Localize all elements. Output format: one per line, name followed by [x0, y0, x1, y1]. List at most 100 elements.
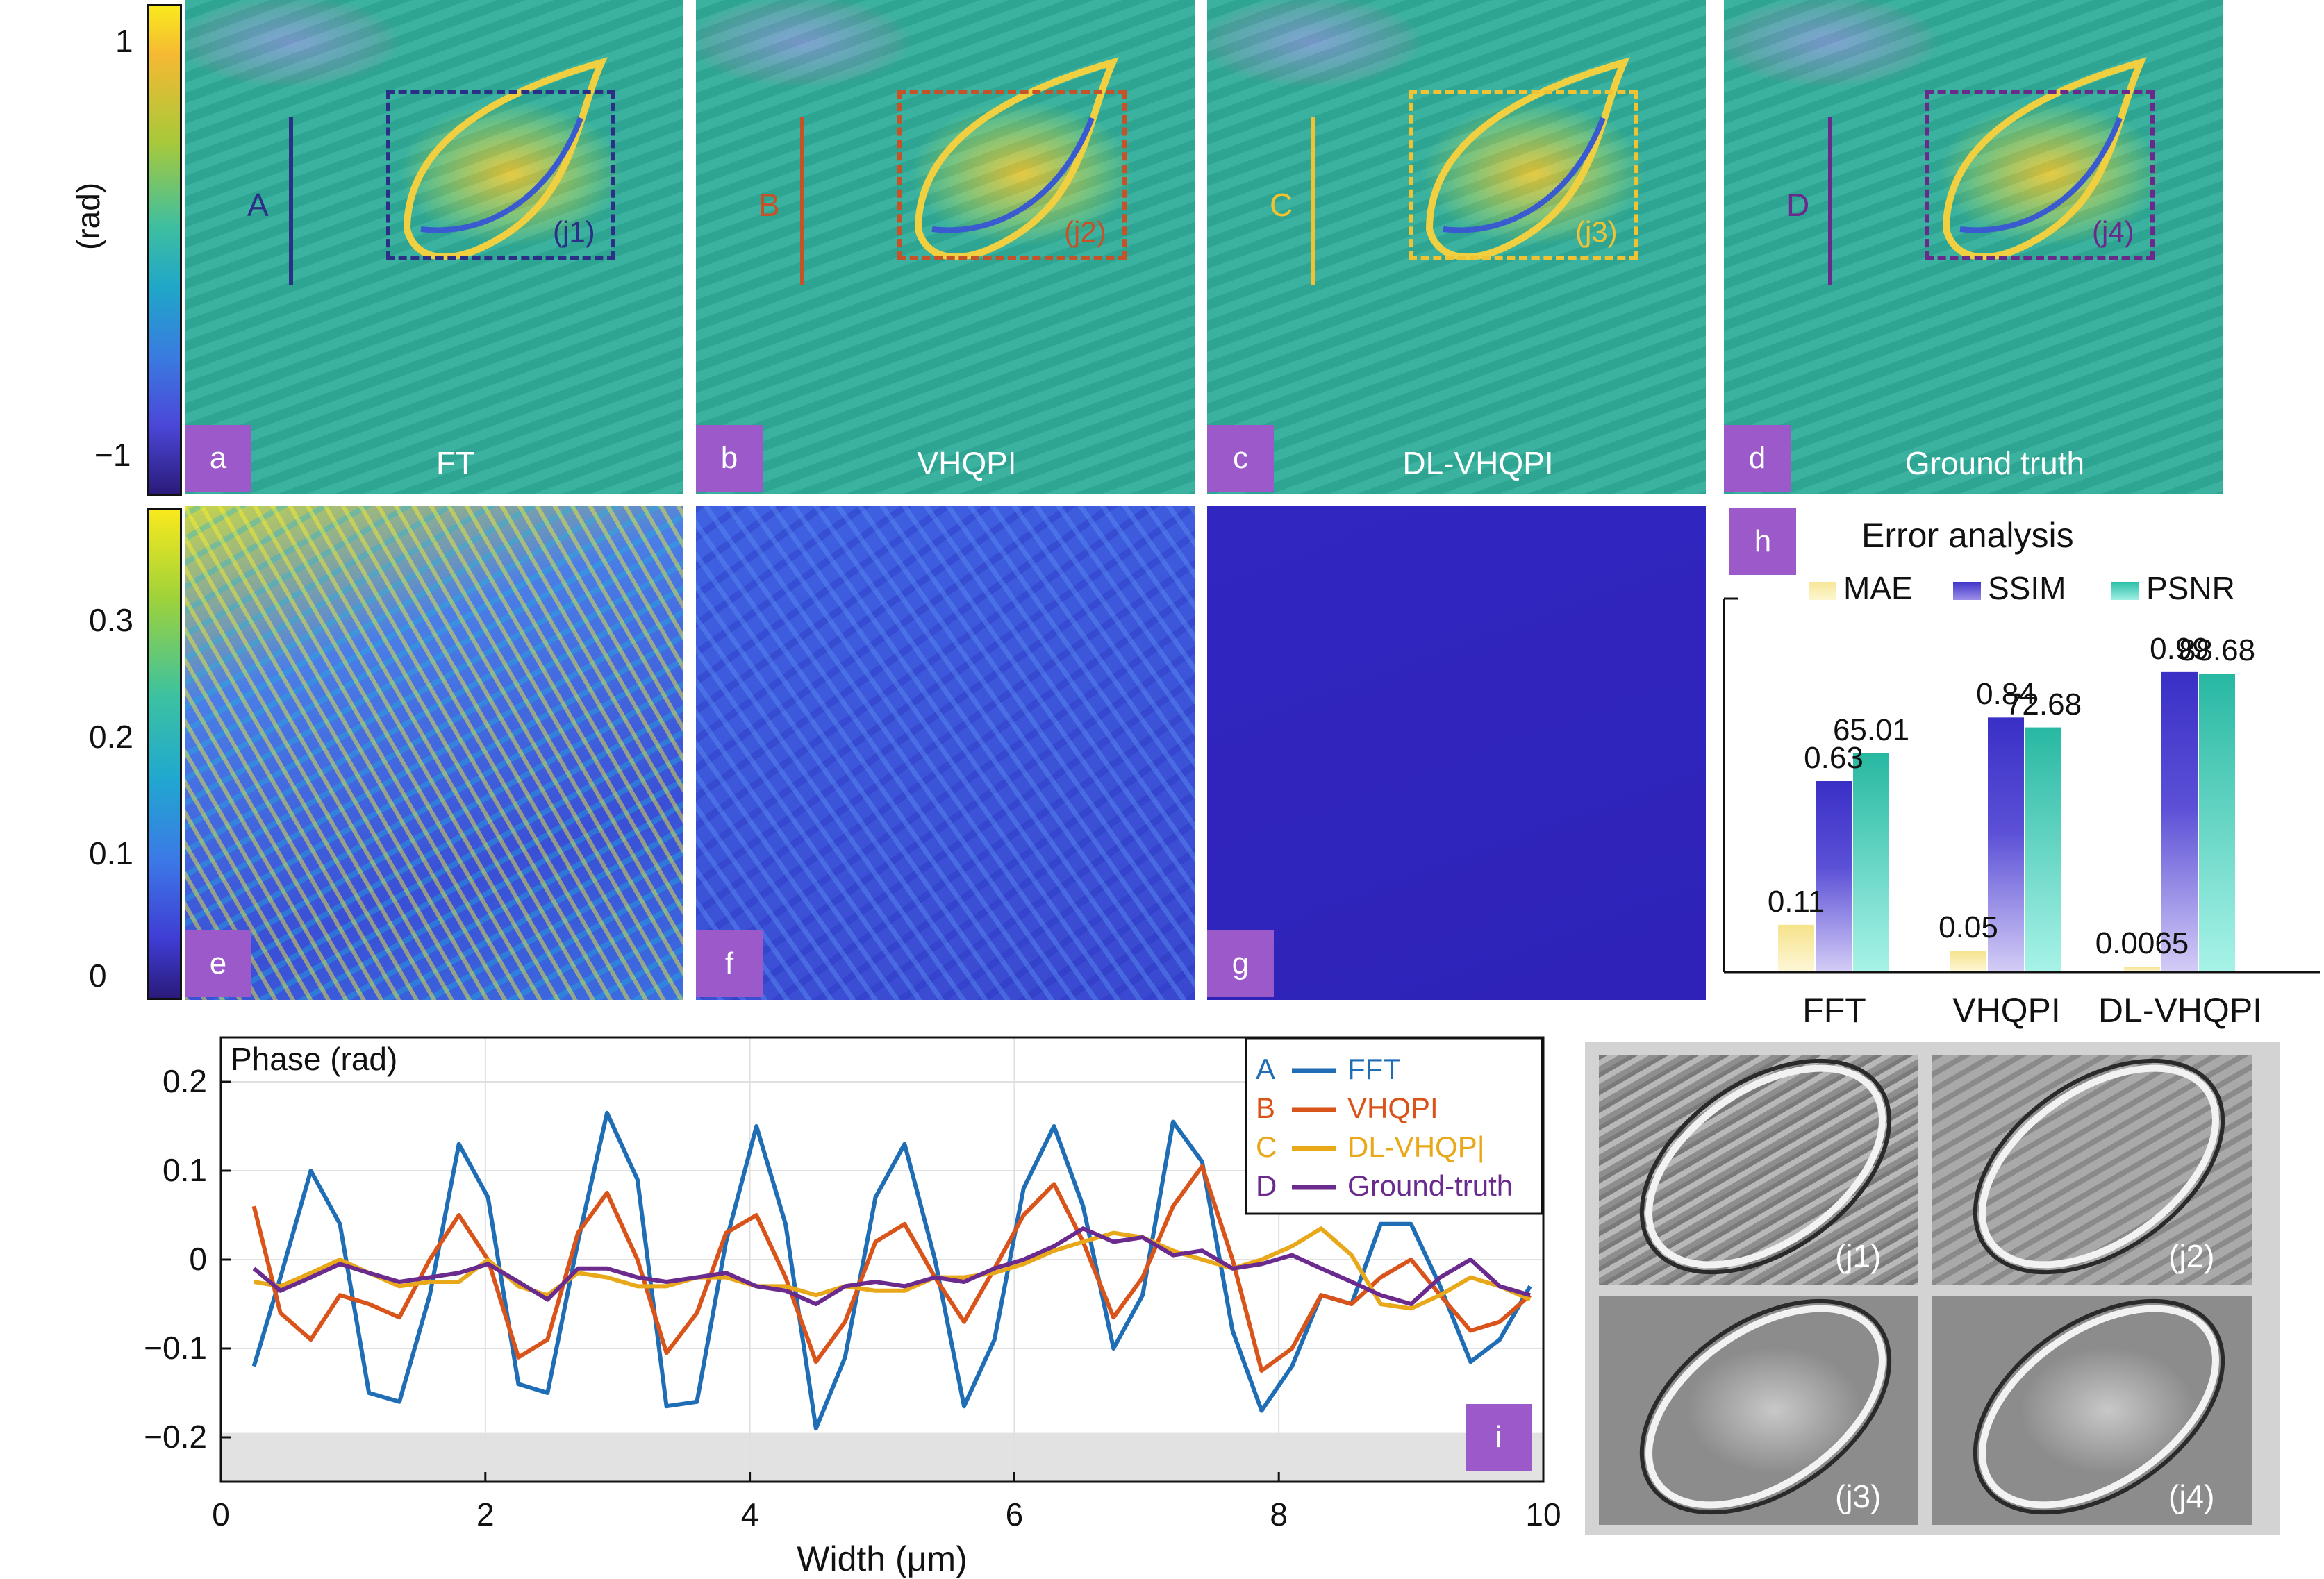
- bar-value-label: 72.68: [2005, 687, 2082, 721]
- legend-label-psnr: PSNR: [2146, 570, 2235, 606]
- x-axis-label: Width (μm): [797, 1539, 968, 1578]
- bar-value-label: 0.84: [1976, 677, 2036, 712]
- roi-box-label: (j2): [1064, 215, 1106, 248]
- profile-line-label: D: [1786, 187, 1810, 223]
- phase-map-d: D (j4) d Ground truth: [1724, 0, 2223, 494]
- inset-specimen-outline: [1639, 1058, 1892, 1275]
- legend-label-ssim: SSIM: [1988, 570, 2066, 606]
- bar-psnr-vhqpi: [2025, 727, 2061, 972]
- roi-box-label: (j1): [553, 215, 595, 248]
- roi-box: [386, 90, 615, 260]
- legend-swatch-mae: [1809, 582, 1836, 600]
- inset-label: (j2): [2168, 1238, 2215, 1274]
- series-line-vhqpi: [251, 1164, 1532, 1373]
- inset-image: (j1): [1599, 1055, 1918, 1285]
- inset-label: (j4): [2168, 1478, 2215, 1514]
- phase-map-a: A (j1) a FT: [185, 0, 683, 494]
- panel-badge-i: i: [1466, 1404, 1532, 1471]
- panel-badge-e: e: [185, 930, 251, 997]
- roi-box: [1925, 90, 2155, 260]
- bar-psnr-dl-vhqpi: [2199, 674, 2235, 972]
- panel-badge-d: d: [1724, 425, 1791, 492]
- error-chart-legend: MAE SSIM PSNR: [1809, 569, 2309, 611]
- legend-letter-A: A: [1256, 1053, 1276, 1085]
- bar-value-label: 0.11: [1767, 884, 1825, 919]
- y-tick-label: −0.1: [144, 1330, 207, 1366]
- error-chart-title: Error analysis: [1861, 516, 2074, 555]
- legend-letter-B: B: [1256, 1092, 1276, 1124]
- x-tick-label: 6: [1005, 1496, 1024, 1532]
- bar-value-label: 0.0065: [2095, 926, 2189, 960]
- shaded-band: [221, 1432, 1543, 1482]
- roi-box: [897, 90, 1127, 260]
- roi-box-label: (j3): [1575, 215, 1618, 248]
- x-tick-label: 4: [740, 1496, 759, 1532]
- phase-map-b: B (j2) b VHQPI: [696, 0, 1195, 494]
- profile-line-label: B: [758, 187, 780, 223]
- bottom-colorbar: [147, 508, 182, 1000]
- bar-psnr-fft: [1853, 753, 1889, 972]
- bar-mae-dl-vhqpi: [2124, 967, 2160, 972]
- series-line-ground-truth: [252, 1226, 1531, 1306]
- legend-swatch-ssim: [1953, 582, 1981, 600]
- bar-value-label: 0.99: [2150, 631, 2209, 666]
- panel-badge-b: b: [696, 425, 763, 492]
- top-colorbar-tick-minus1: −1: [94, 437, 131, 473]
- roi-box: [1409, 90, 1638, 260]
- panel-caption: DL-VHQPI: [1402, 445, 1554, 481]
- bar-ssim-dl-vhqpi: [2161, 671, 2198, 972]
- error-bar-chart: [1723, 597, 2320, 974]
- profile-line-A: [289, 117, 293, 285]
- bar-ssim-fft: [1816, 781, 1852, 972]
- y-tick-label: 0.1: [163, 1152, 207, 1188]
- y-tick-label: 0.2: [163, 1063, 207, 1099]
- inset-specimen-outline: [1973, 1058, 2225, 1275]
- category-label: VHQPI: [1952, 991, 2061, 1030]
- series-line-dl-vhqpi: [254, 1226, 1532, 1311]
- error-map-f: f: [696, 506, 1195, 1000]
- top-colorbar: [147, 4, 182, 496]
- bottom-colorbar-tick-0.3: 0.3: [89, 602, 133, 638]
- roi-box-label: (j4): [2092, 215, 2134, 248]
- panel-badge-f: f: [696, 930, 763, 997]
- x-tick-label: 0: [212, 1496, 230, 1532]
- bar-value-label: 0.63: [1804, 741, 1864, 775]
- panel-badge-c: c: [1207, 425, 1274, 492]
- bar-mae-vhqpi: [1950, 951, 1986, 972]
- x-tick-label: 8: [1270, 1496, 1288, 1532]
- bottom-colorbar-tick-0: 0: [89, 958, 107, 994]
- category-label: DL-VHQPI: [2098, 991, 2263, 1030]
- legend-label-mae: MAE: [1843, 570, 1913, 606]
- panel-caption: Ground truth: [1904, 445, 2085, 481]
- profile-line-D: [1828, 117, 1832, 285]
- error-map-g: g: [1207, 506, 1706, 1000]
- inset-specimen-outline: [1973, 1298, 2225, 1515]
- line-chart-inner-title: Phase (rad): [231, 1041, 398, 1077]
- line-legend-box: [1245, 1037, 1543, 1215]
- profile-line-label: C: [1270, 187, 1293, 223]
- legend-swatch-psnr: [2111, 582, 2139, 600]
- phase-line-chart: [219, 1036, 1545, 1483]
- bottom-colorbar-tick-0.1: 0.1: [89, 835, 133, 871]
- error-map-e: e: [185, 506, 683, 1000]
- y-tick-label: −0.2: [144, 1419, 207, 1455]
- inset-image: (j4): [1932, 1296, 2252, 1525]
- bottom-colorbar-tick-0.2: 0.2: [89, 719, 133, 755]
- legend-name-D: Ground-truth: [1347, 1169, 1513, 1202]
- panel-badge-h: h: [1729, 508, 1796, 575]
- profile-line-C: [1311, 117, 1315, 285]
- inset-image: (j3): [1599, 1296, 1918, 1525]
- inset-specimen-outline: [1639, 1298, 1892, 1515]
- phase-map-c: C (j3) c DL-VHQPI: [1207, 0, 1706, 494]
- legend-name-B: VHQPI: [1347, 1092, 1438, 1124]
- profile-line-label: A: [247, 187, 269, 223]
- inset-label: (j3): [1835, 1478, 1882, 1514]
- category-label: FFT: [1802, 991, 1866, 1030]
- bar-value-label: 65.01: [1832, 712, 1910, 747]
- bar-value-label: 88.68: [2178, 633, 2256, 667]
- inset-image: (j2): [1932, 1055, 2252, 1285]
- panel-badge-g: g: [1207, 930, 1274, 997]
- panel-badge-a: a: [185, 425, 251, 492]
- y-tick-label: 0: [189, 1241, 207, 1277]
- inset-label: (j1): [1835, 1238, 1882, 1274]
